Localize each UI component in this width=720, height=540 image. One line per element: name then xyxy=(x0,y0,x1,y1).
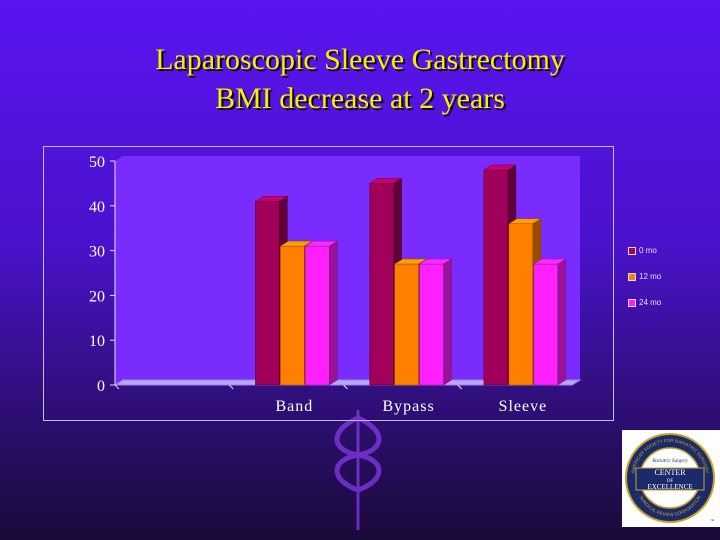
chart-frame: 0 10 20 30 40 50 Band Bypass Sleeve xyxy=(43,146,614,421)
legend-swatch xyxy=(628,272,636,281)
legend-item: 12 mo xyxy=(628,272,661,281)
x-tick-mark xyxy=(114,384,120,390)
bar xyxy=(508,223,534,386)
logo-line2: CENTER xyxy=(654,468,686,477)
legend-swatch xyxy=(628,298,636,307)
logo-line3: OF xyxy=(667,479,674,484)
bar xyxy=(280,245,305,386)
logo-line1: Bariatric Surgery xyxy=(652,459,688,464)
excellence-seal-icon: Bariatric Surgery CENTER OF EXCELLENCE ™… xyxy=(625,433,715,523)
x-tick-label: Bypass xyxy=(383,398,435,415)
legend-label: 12 mo xyxy=(639,272,662,281)
center-of-excellence-logo: Bariatric Surgery CENTER OF EXCELLENCE ™… xyxy=(622,430,720,527)
bar-side xyxy=(443,258,452,386)
bar xyxy=(419,263,444,386)
legend-item: 24 mo xyxy=(628,298,661,307)
legend-item: 0 mo xyxy=(628,246,657,255)
y-tick-label: 0 xyxy=(97,378,105,395)
bmi-bar-chart: 0 10 20 30 40 50 Band Bypass Sleeve xyxy=(89,154,582,415)
bar xyxy=(255,201,280,386)
plot-area xyxy=(115,156,580,385)
bar xyxy=(394,263,419,386)
y-tick-label: 30 xyxy=(89,244,105,261)
logo-mark: ™ xyxy=(710,518,714,523)
bar-side xyxy=(329,240,338,386)
logo-line4: EXCELLENCE xyxy=(647,483,692,491)
y-tick-label: 50 xyxy=(89,154,105,171)
legend-label: 0 mo xyxy=(639,246,657,255)
bar xyxy=(369,183,394,386)
legend-label: 24 mo xyxy=(639,298,662,307)
x-tick-mark xyxy=(228,384,234,390)
x-tick-mark xyxy=(343,384,348,390)
bar xyxy=(483,169,509,386)
y-tick-label: 20 xyxy=(89,288,105,305)
x-tick-mark xyxy=(457,384,463,390)
slide-title-line2: BMI decrease at 2 years xyxy=(215,82,505,115)
bar-side xyxy=(557,258,567,386)
slide-title-line1: Laparoscopic Sleeve Gastrectomy xyxy=(155,43,565,76)
y-tick-label: 40 xyxy=(89,199,105,216)
y-tick-label: 10 xyxy=(89,333,105,350)
x-tick-label: Sleeve xyxy=(499,398,548,415)
x-tick-label: Band xyxy=(275,398,313,415)
legend-swatch xyxy=(628,246,636,255)
bar xyxy=(305,245,330,386)
bar xyxy=(533,263,559,386)
